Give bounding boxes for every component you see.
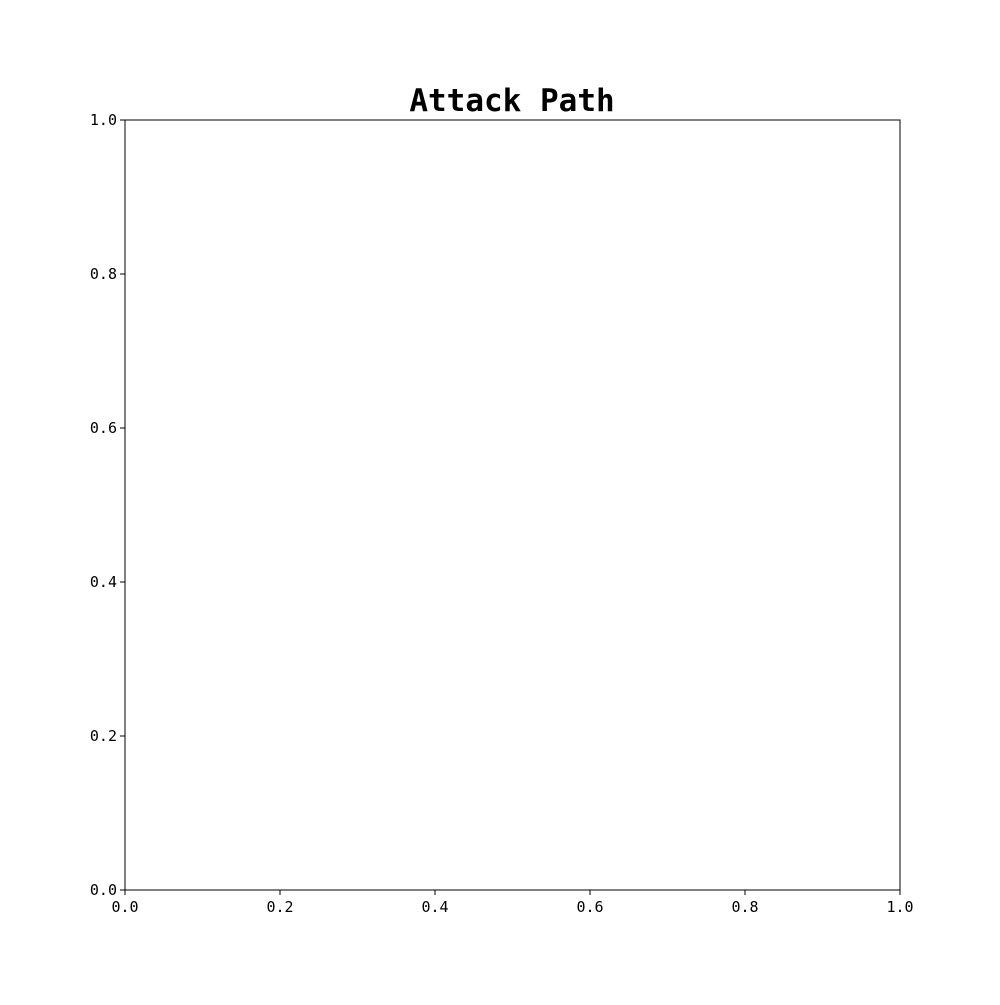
x-tick-label: 0.4 bbox=[421, 898, 448, 916]
y-tick-label: 0.0 bbox=[90, 881, 117, 899]
y-tick-label: 0.4 bbox=[90, 573, 117, 591]
x-tick-label: 1.0 bbox=[886, 898, 913, 916]
y-tick-label: 1.0 bbox=[90, 111, 117, 129]
y-tick-label: 0.2 bbox=[90, 727, 117, 745]
x-tick-label: 0.8 bbox=[731, 898, 758, 916]
x-axis: 0.0 0.2 0.4 0.6 0.8 1.0 bbox=[111, 890, 914, 916]
x-tick-label: 0.6 bbox=[576, 898, 603, 916]
chart-title: Attack Path bbox=[409, 83, 614, 119]
y-tick-label: 0.8 bbox=[90, 265, 117, 283]
x-tick-label: 0.0 bbox=[111, 898, 138, 916]
x-tick-label: 0.2 bbox=[266, 898, 293, 916]
plot-area bbox=[124, 119, 901, 891]
y-tick-label: 0.6 bbox=[90, 419, 117, 437]
y-axis: 0.0 0.2 0.4 0.6 0.8 1.0 bbox=[90, 111, 125, 899]
